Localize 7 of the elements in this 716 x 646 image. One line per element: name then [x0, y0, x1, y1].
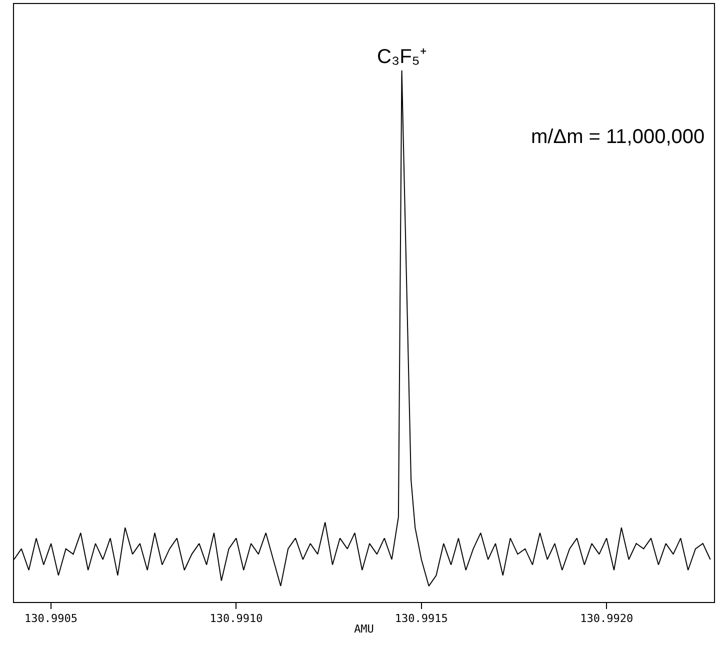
- x-tick-label: 130.9905: [24, 612, 78, 626]
- x-tick-label: 130.9910: [210, 612, 263, 626]
- x-axis-title: AMU: [354, 622, 374, 636]
- annotation: m/Δm = 11,000,000: [531, 126, 705, 148]
- x-tick-label: 130.9920: [580, 612, 634, 626]
- x-tick-label: 130.9915: [394, 612, 448, 626]
- annotation: C₃F₅⁺: [377, 46, 427, 68]
